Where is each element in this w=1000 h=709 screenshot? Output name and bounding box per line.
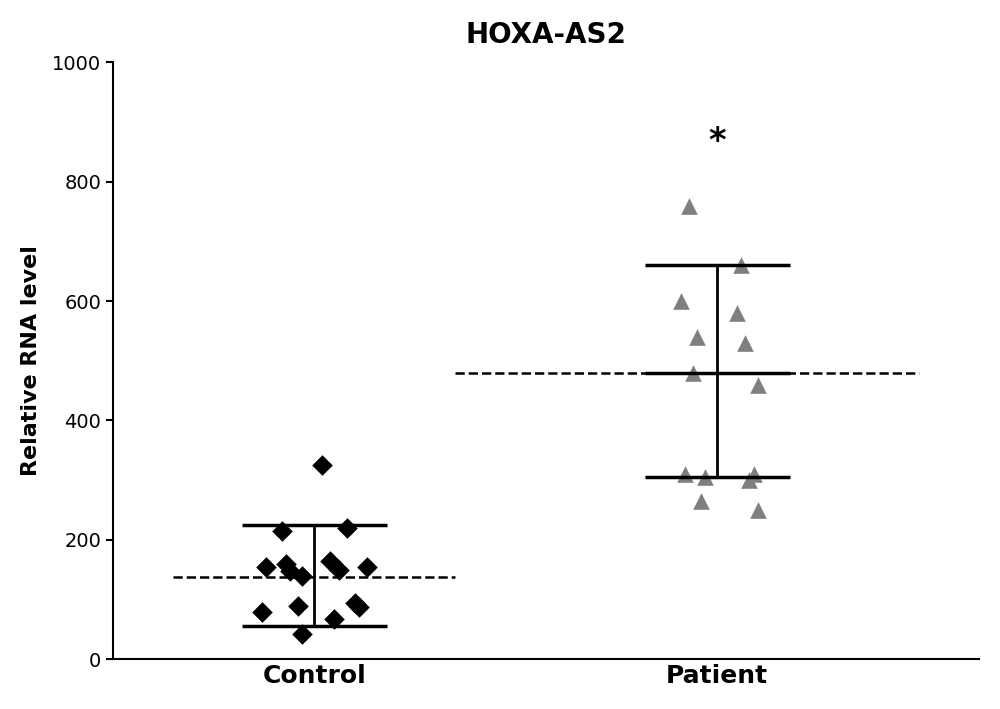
Point bbox=[746, 469, 762, 480]
Point bbox=[258, 561, 274, 572]
Point bbox=[697, 471, 713, 483]
Text: *: * bbox=[709, 125, 726, 158]
Point bbox=[351, 601, 367, 613]
Point bbox=[750, 379, 766, 391]
Point bbox=[314, 459, 330, 471]
Point bbox=[729, 308, 745, 319]
Point bbox=[278, 558, 294, 569]
Point bbox=[322, 555, 338, 566]
Point bbox=[359, 561, 375, 572]
Point bbox=[326, 613, 342, 625]
Point bbox=[737, 337, 753, 349]
Point bbox=[294, 629, 310, 640]
Point bbox=[331, 564, 347, 576]
Point bbox=[693, 496, 709, 507]
Point bbox=[750, 504, 766, 515]
Point bbox=[677, 469, 693, 480]
Point bbox=[290, 600, 306, 611]
Point bbox=[689, 331, 705, 342]
Point bbox=[254, 606, 270, 618]
Point bbox=[294, 570, 310, 581]
Point bbox=[347, 597, 363, 608]
Point bbox=[681, 200, 697, 211]
Point bbox=[339, 523, 355, 534]
Point bbox=[282, 565, 298, 576]
Title: HOXA-AS2: HOXA-AS2 bbox=[466, 21, 626, 49]
Y-axis label: Relative RNA level: Relative RNA level bbox=[21, 245, 41, 476]
Point bbox=[673, 296, 689, 307]
Point bbox=[741, 474, 757, 486]
Point bbox=[685, 367, 701, 379]
Point bbox=[733, 259, 749, 271]
Point bbox=[274, 525, 290, 537]
